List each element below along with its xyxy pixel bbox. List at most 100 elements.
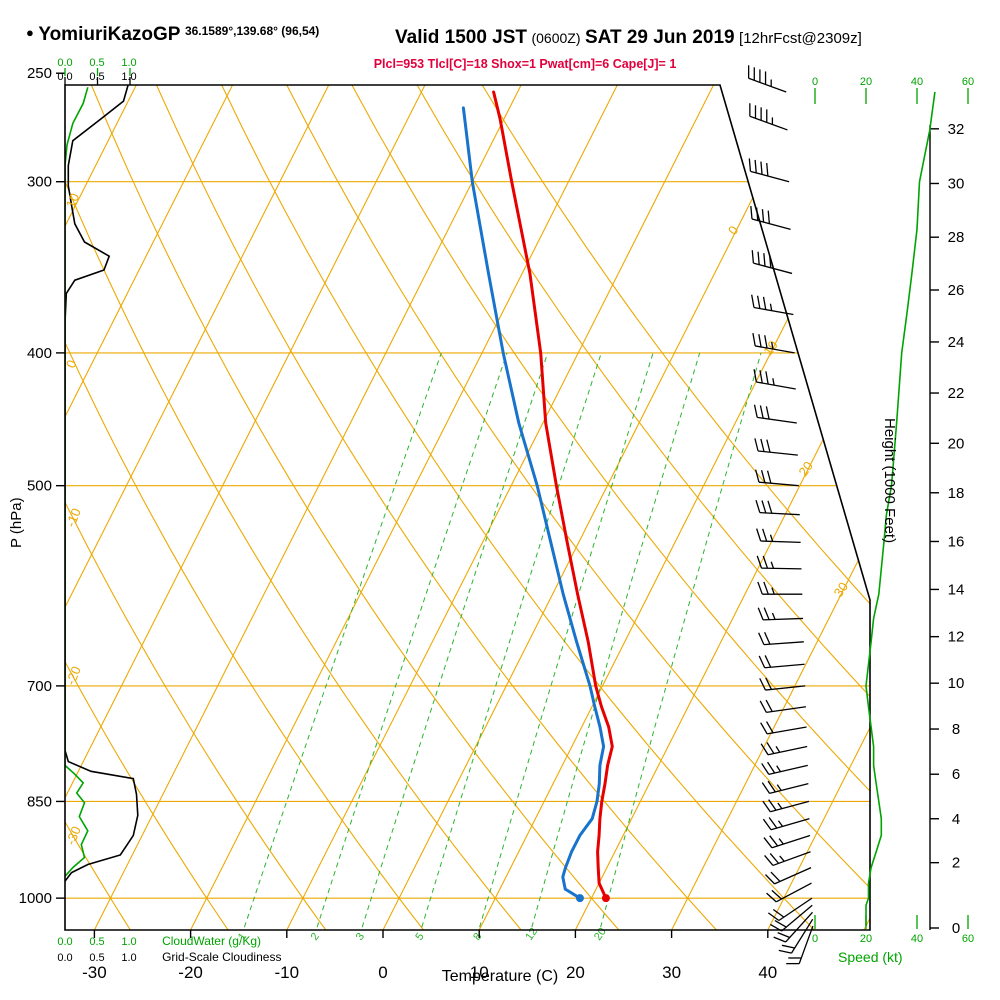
chart-element xyxy=(760,438,765,452)
chart-element xyxy=(765,685,806,691)
wind-barb xyxy=(756,528,801,544)
chart-element xyxy=(751,218,791,230)
chart-element xyxy=(757,581,763,595)
wind-barb xyxy=(758,632,804,646)
pressure-axis-title: P (hPa) xyxy=(8,497,25,548)
chart-element xyxy=(771,342,774,350)
chart-element xyxy=(770,871,781,882)
mixing-ratio-label: 1 xyxy=(236,931,249,943)
chart-element xyxy=(753,404,758,418)
cloudiness-scale-tick-label: 0.5 xyxy=(89,71,105,83)
isotherm-label: 30 xyxy=(831,579,852,599)
height-tick-label: 12 xyxy=(948,629,965,646)
isotherm-line xyxy=(65,85,426,930)
cloudwater-scale-tick-label: 1.0 xyxy=(121,57,137,69)
cloudwater-scale-tick-label: 0.5 xyxy=(89,936,105,948)
speed-scale-top: 0 20 40 60 xyxy=(798,76,1000,88)
temp-tick-label: 0 xyxy=(378,963,387,982)
isotherm-line xyxy=(767,85,870,930)
chart-element xyxy=(764,663,805,669)
pressure-tick-label: 300 xyxy=(27,174,52,191)
chart-element xyxy=(772,908,785,918)
mixing-ratio-line xyxy=(600,352,762,928)
height-tick-label: 10 xyxy=(948,675,965,692)
chart-element xyxy=(777,802,783,810)
wind-barb xyxy=(759,677,806,691)
wind-barb xyxy=(786,925,814,965)
chart-element xyxy=(775,746,781,753)
speed-scale-tick-label: 0 xyxy=(811,933,819,945)
chart-element xyxy=(762,818,772,831)
chart-element xyxy=(758,632,765,645)
chart-element xyxy=(769,853,780,864)
chart-element xyxy=(785,911,813,943)
chart-element xyxy=(756,528,762,542)
valid-time-header: Valid 1500 JST (0600Z) SAT 29 Jun 2019 [… xyxy=(395,27,862,49)
wind-barb xyxy=(773,911,813,943)
chart-element xyxy=(781,944,795,949)
valid-time-utc: (0600Z) xyxy=(531,30,581,46)
chart-element xyxy=(778,897,813,922)
chart-element xyxy=(767,210,771,224)
pressure-tick-label: 700 xyxy=(27,678,52,695)
speed-scale-tick-label: 60 xyxy=(961,933,975,945)
wind-barb xyxy=(749,103,788,131)
chart-element xyxy=(748,158,752,172)
valid-time-label: Valid 1500 JST xyxy=(395,27,528,48)
chart-element xyxy=(765,677,772,690)
mixing-ratio-line xyxy=(531,352,701,928)
isotherm-line xyxy=(190,85,618,930)
wind-barb xyxy=(747,65,787,93)
chart-element xyxy=(779,855,785,862)
chart-element xyxy=(766,439,771,453)
temp-tick-label: 20 xyxy=(566,963,585,982)
speed-scale-tick-label: 20 xyxy=(859,933,873,945)
chart-element xyxy=(759,700,767,713)
dewpoint-curve-surface-dot xyxy=(575,894,584,903)
dry-adiabat-line xyxy=(90,85,620,930)
mixing-ratio-line xyxy=(479,352,654,928)
height-axis-title: Height (1000 Feet) xyxy=(881,418,898,544)
chart-element xyxy=(753,262,793,275)
dry-adiabat-line xyxy=(65,85,131,930)
station-header: ● YomiuriKazoGP 36.1589°,139.68° (96,54) xyxy=(26,24,319,46)
cloudiness-scale-tick-label: 0.5 xyxy=(89,952,105,964)
chart-element xyxy=(751,250,755,264)
chart-element xyxy=(756,381,796,390)
chart-element xyxy=(758,655,766,669)
chart-element xyxy=(774,920,787,928)
chart-element xyxy=(764,655,772,668)
chart-element xyxy=(765,371,769,385)
chart-element xyxy=(753,369,757,383)
mixing-ratio-line xyxy=(316,352,508,928)
wind-barb xyxy=(760,742,808,756)
isotherm-line xyxy=(65,85,234,930)
chart-element xyxy=(763,837,773,849)
dry-adiabat-line xyxy=(65,85,327,930)
height-tick-label: 24 xyxy=(948,334,965,351)
height-tick-label: 16 xyxy=(948,533,965,550)
cloudiness-scale-tick-label: 1.0 xyxy=(121,71,137,83)
chart-element xyxy=(750,170,790,183)
height-tick-label: 4 xyxy=(952,811,960,828)
height-tick-label: 20 xyxy=(948,435,965,452)
chart-element xyxy=(749,115,788,131)
chart-element xyxy=(771,587,775,595)
cloudiness-label: Grid-Scale Cloudiness xyxy=(162,950,282,964)
dry-adiabat-label: 10 xyxy=(63,191,82,210)
wind-barb xyxy=(757,607,804,621)
station-bullet-icon: ● xyxy=(26,25,34,40)
height-tick-label: 8 xyxy=(952,721,960,738)
mixing-ratio-label: 8 xyxy=(471,931,484,943)
sounding-parameters: Plcl=953 Tlcl[C]=18 Shox=1 Pwat[cm]=6 Ca… xyxy=(373,57,677,71)
isotherm-line xyxy=(382,85,811,930)
chart-element xyxy=(757,416,797,424)
chart-element xyxy=(769,534,774,542)
chart-element xyxy=(757,450,798,456)
height-tick-label: 14 xyxy=(948,581,965,598)
chart-element xyxy=(767,745,808,756)
chart-element xyxy=(761,567,802,570)
speed-scale-tick-label: 40 xyxy=(910,76,924,88)
wind-barb xyxy=(762,817,810,831)
